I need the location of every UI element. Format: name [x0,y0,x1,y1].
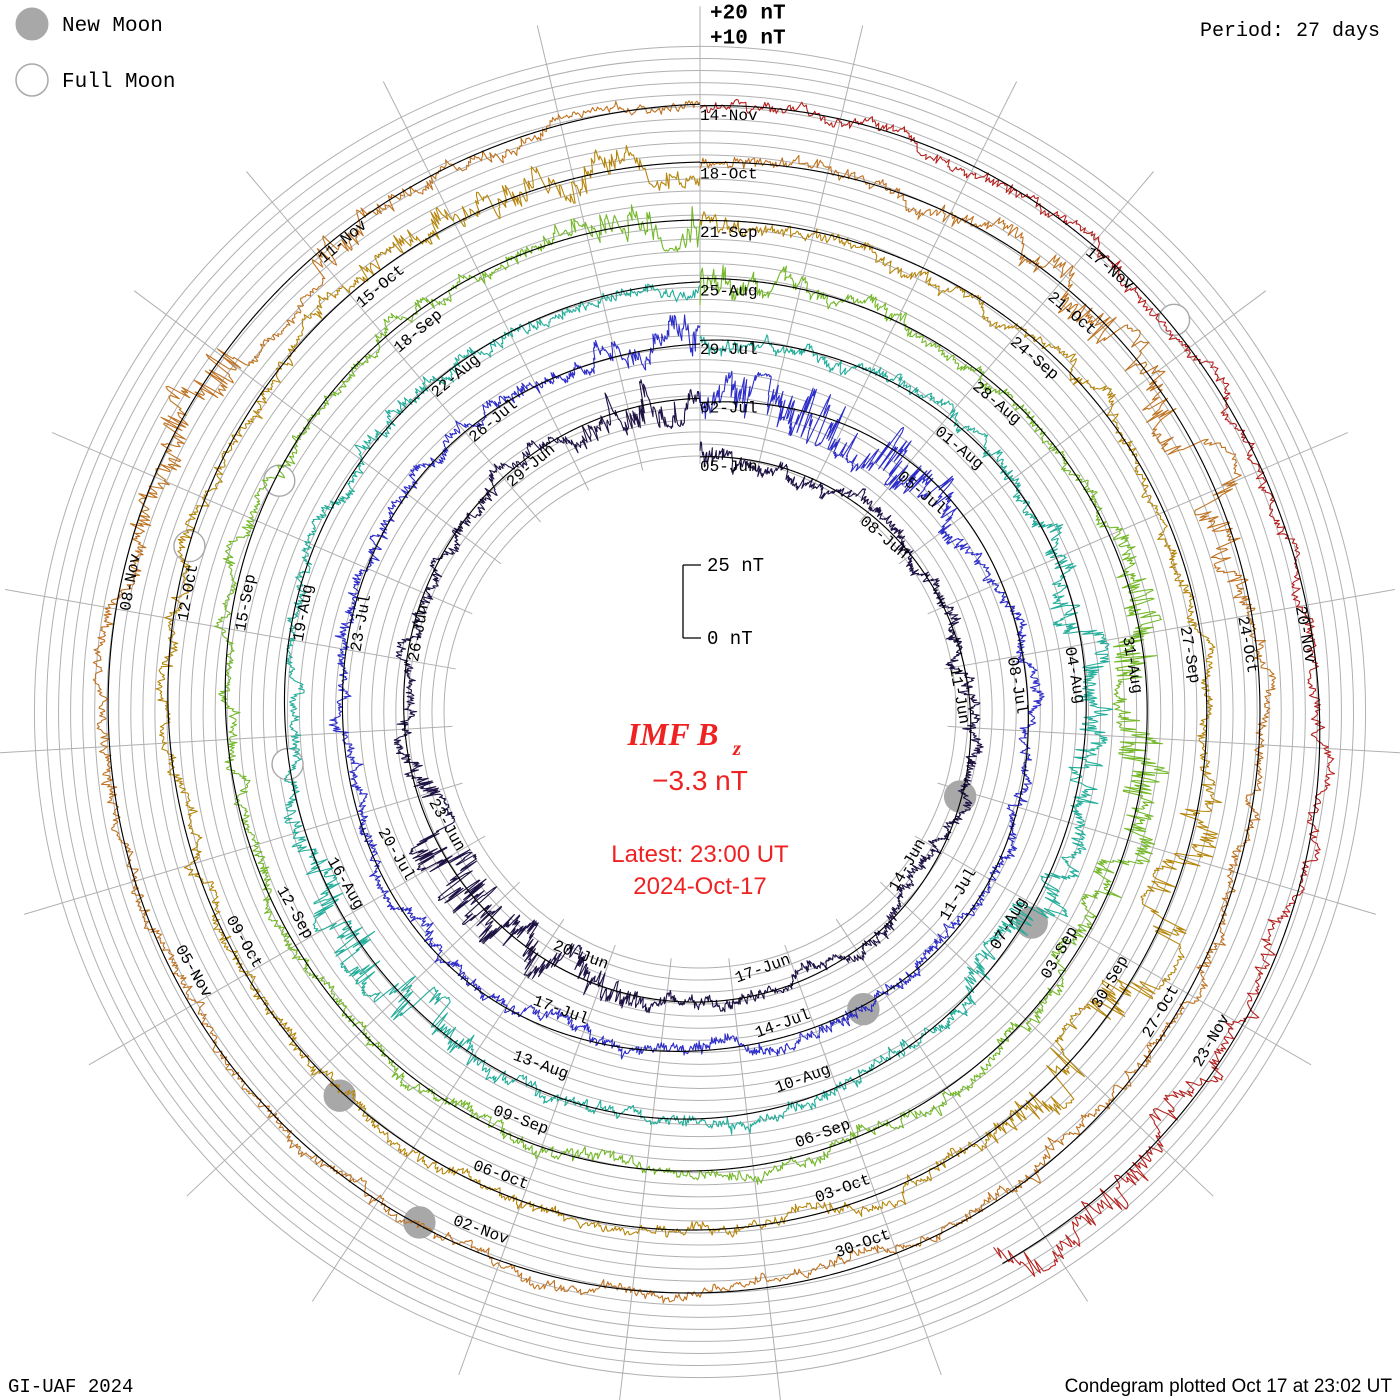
svg-text:GI-UAF 2024: GI-UAF 2024 [8,1376,133,1398]
svg-text:05-Jun: 05-Jun [700,458,758,476]
svg-text:25 nT: 25 nT [707,555,764,577]
svg-text:New Moon: New Moon [62,15,163,38]
svg-text:25-Aug: 25-Aug [700,282,758,300]
svg-text:29-Jul: 29-Jul [700,341,758,359]
svg-text:02-Jul: 02-Jul [700,399,758,417]
svg-text:+20 nT: +20 nT [710,2,786,25]
svg-text:z: z [732,736,742,760]
svg-text:0 nT: 0 nT [707,628,753,650]
svg-text:IMF B: IMF B [626,716,718,752]
svg-text:−3.3 nT: −3.3 nT [652,765,748,796]
svg-text:21-Sep: 21-Sep [700,224,758,242]
svg-text:2024-Oct-17: 2024-Oct-17 [633,873,766,900]
svg-text:18-Oct: 18-Oct [700,165,758,183]
svg-text:Condegram plotted Oct 17 at 23: Condegram plotted Oct 17 at 23:02 UT [1065,1376,1393,1397]
svg-text:Period: 27 days: Period: 27 days [1200,20,1380,43]
svg-text:+10 nT: +10 nT [710,27,786,50]
svg-text:14-Nov: 14-Nov [700,107,758,125]
svg-text:Full Moon: Full Moon [62,71,175,94]
svg-text:Latest: 23:00 UT: Latest: 23:00 UT [611,841,789,868]
